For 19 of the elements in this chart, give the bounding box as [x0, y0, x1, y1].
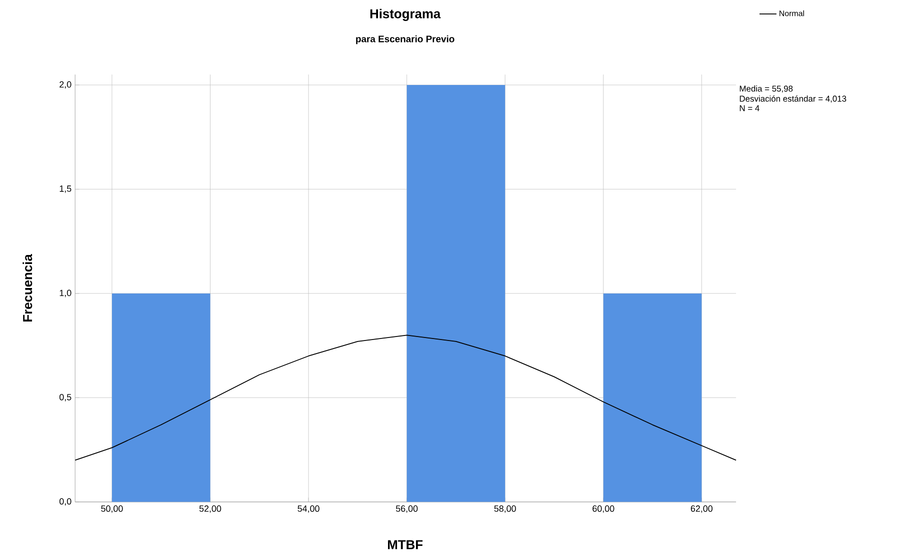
x-tick-label: 58,00 [494, 506, 516, 514]
y-axis-title: Frecuencia [22, 254, 32, 322]
x-tick-label: 60,00 [592, 506, 614, 514]
y-tick-label: 0,5 [60, 394, 72, 402]
y-tick-label: 2,0 [60, 81, 72, 89]
y-tick-label: 1,0 [60, 290, 72, 298]
x-tick-label: 50,00 [101, 506, 123, 514]
x-axis-title: MTBF [388, 540, 423, 550]
y-tick-label: 1,5 [60, 186, 72, 194]
x-tick-label: 52,00 [199, 506, 222, 514]
y-tick-label: 0,0 [60, 498, 72, 506]
chart-title: Histograma [370, 9, 441, 22]
text: N = 4 [740, 106, 760, 112]
x-tick-label: 62,00 [690, 506, 712, 514]
text: Desviación estándar = 4,013 [740, 96, 846, 103]
chart-subtitle: para Escenario Previo [356, 36, 454, 44]
text: Media = 55,98 [740, 86, 793, 93]
x-tick-label: 56,00 [396, 506, 418, 514]
x-tick-label: 54,00 [298, 506, 320, 514]
